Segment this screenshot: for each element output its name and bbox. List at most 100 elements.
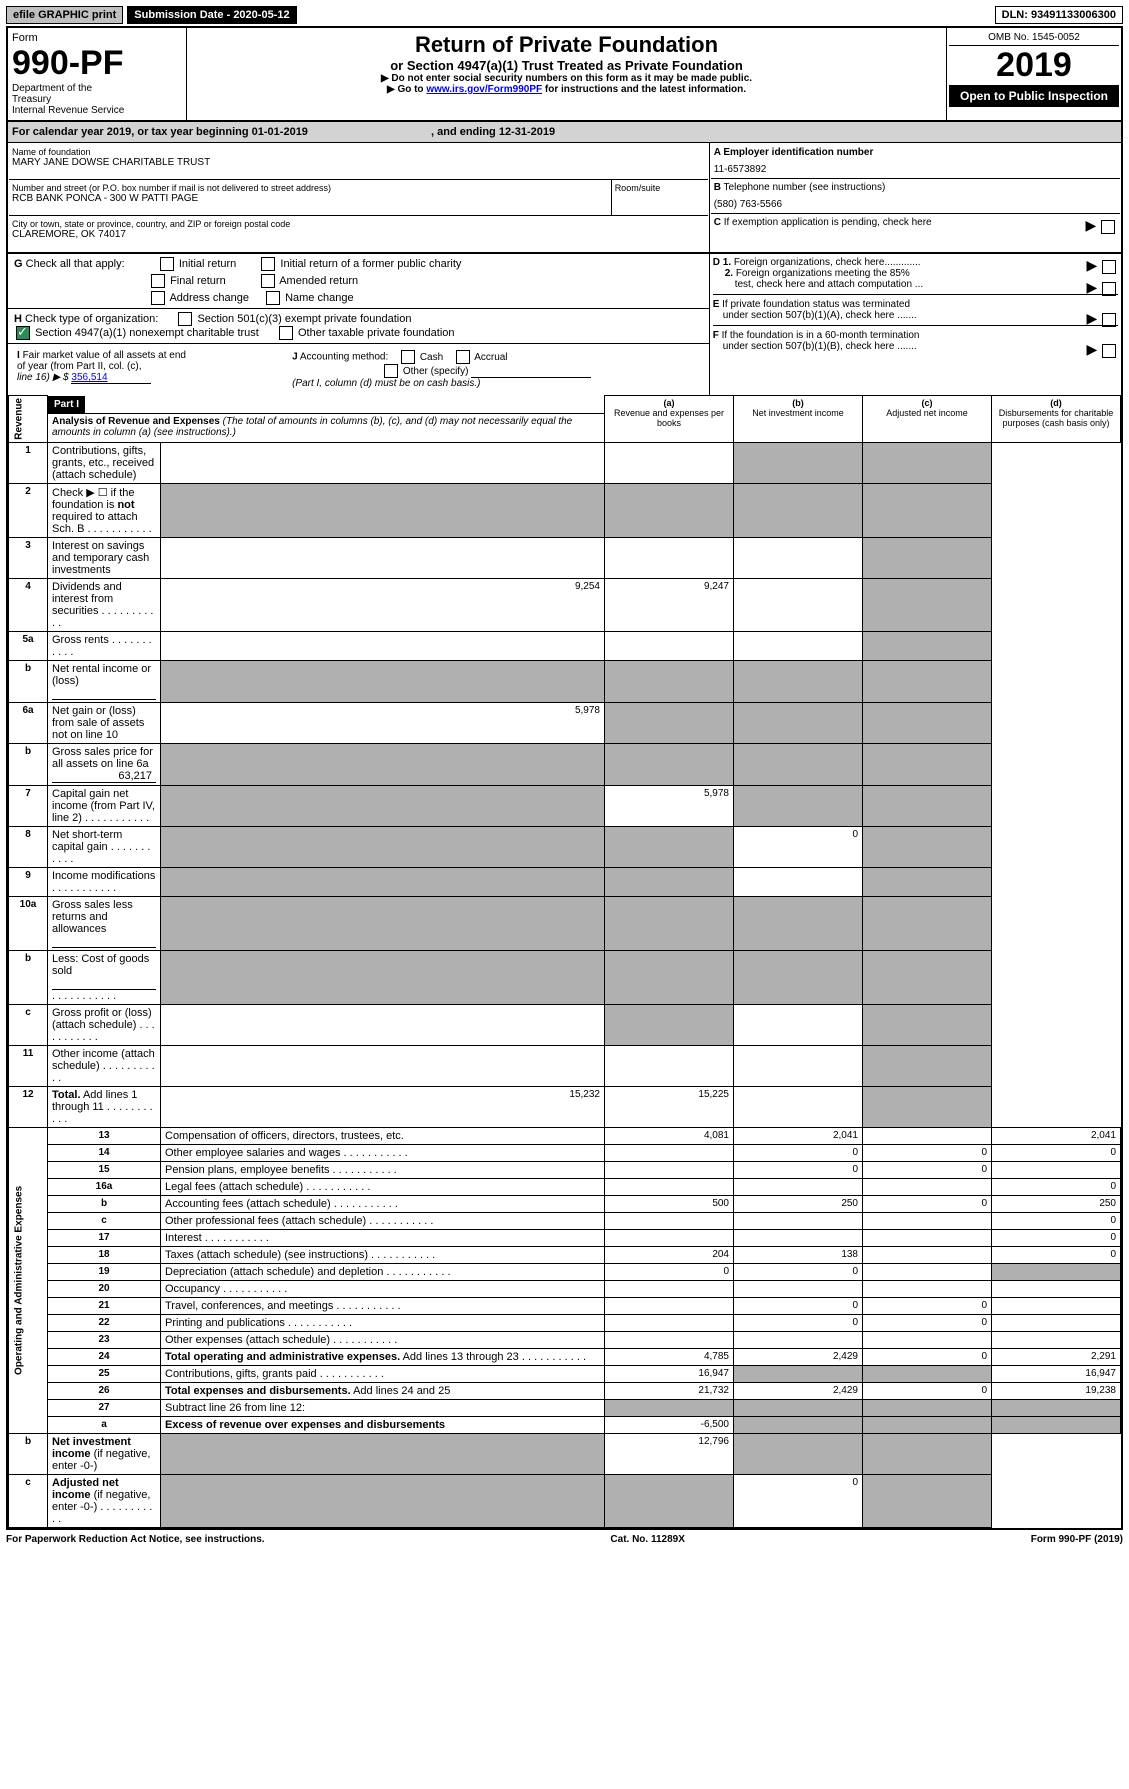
line-desc: Interest bbox=[161, 1229, 605, 1246]
col-d-value bbox=[863, 1433, 992, 1474]
col-c-value bbox=[734, 631, 863, 660]
g-row: G Check all that apply: Initial return I… bbox=[14, 257, 703, 271]
line-desc: Depreciation (attach schedule) and deple… bbox=[161, 1263, 605, 1280]
col-b-value bbox=[605, 702, 734, 743]
col-a-value bbox=[161, 785, 605, 826]
col-a-value: 15,232 bbox=[161, 1086, 605, 1127]
col-b-value: 9,247 bbox=[605, 578, 734, 631]
col-b-value bbox=[605, 896, 734, 950]
col-a-value: 5,978 bbox=[161, 702, 605, 743]
efile-print-button[interactable]: efile GRAPHIC print bbox=[6, 6, 123, 24]
line-desc: Other professional fees (attach schedule… bbox=[161, 1212, 605, 1229]
e-checkbox[interactable] bbox=[1102, 313, 1116, 327]
col-b-value bbox=[734, 1331, 863, 1348]
g-amended-checkbox[interactable] bbox=[261, 274, 275, 288]
col-b-value bbox=[605, 1004, 734, 1045]
f-checkbox[interactable] bbox=[1102, 344, 1116, 358]
d2-checkbox[interactable] bbox=[1102, 282, 1116, 296]
col-a-value bbox=[161, 631, 605, 660]
col-d-value bbox=[863, 578, 992, 631]
col-a-value bbox=[161, 660, 605, 702]
h-501c3-checkbox[interactable] bbox=[178, 312, 192, 326]
oae-side-label: Operating and Administrative Expenses bbox=[9, 1127, 48, 1433]
g-initial-checkbox[interactable] bbox=[160, 257, 174, 271]
col-b-value bbox=[605, 1045, 734, 1086]
line-number: 26 bbox=[48, 1382, 161, 1399]
line-desc: Excess of revenue over expenses and disb… bbox=[161, 1416, 605, 1433]
irs-link[interactable]: www.irs.gov/Form990PF bbox=[426, 84, 542, 95]
col-a-value: 4,081 bbox=[605, 1127, 734, 1144]
city-label: City or town, state or province, country… bbox=[12, 219, 705, 229]
part1-label: Part I bbox=[48, 396, 85, 413]
col-a-value bbox=[161, 1474, 605, 1527]
j-accrual-checkbox[interactable] bbox=[456, 350, 470, 364]
line-desc: Gross sales price for all assets on line… bbox=[48, 743, 161, 785]
cal-end: 12-31-2019 bbox=[499, 126, 555, 138]
col-d-value bbox=[863, 1474, 992, 1527]
col-c-value bbox=[734, 950, 863, 1004]
warn2-post: for instructions and the latest informat… bbox=[542, 84, 746, 95]
g-name-checkbox[interactable] bbox=[266, 291, 280, 305]
line-desc: Net investment income (if negative, ente… bbox=[48, 1433, 161, 1474]
col-a-value bbox=[161, 867, 605, 896]
col-d-value bbox=[992, 1297, 1121, 1314]
col-a-value bbox=[161, 896, 605, 950]
col-d-value: 16,947 bbox=[992, 1365, 1121, 1382]
i-label: I bbox=[17, 350, 20, 361]
dept-label-3: Internal Revenue Service bbox=[12, 105, 182, 116]
col-d-value: 250 bbox=[992, 1195, 1121, 1212]
ein-label: A Employer identification number bbox=[714, 147, 1117, 158]
table-row: bAccounting fees (attach schedule)500250… bbox=[9, 1195, 1121, 1212]
col-a-value bbox=[605, 1314, 734, 1331]
c-checkbox[interactable] bbox=[1101, 220, 1115, 234]
col-d-value bbox=[863, 631, 992, 660]
line-desc: Interest on savings and temporary cash i… bbox=[48, 537, 161, 578]
line-number: 20 bbox=[48, 1280, 161, 1297]
h-text: Check type of organization: bbox=[25, 313, 158, 325]
g-final-checkbox[interactable] bbox=[151, 274, 165, 288]
table-row: 10aGross sales less returns and allowanc… bbox=[9, 896, 1121, 950]
d1-checkbox[interactable] bbox=[1102, 260, 1116, 274]
col-a-value bbox=[605, 1280, 734, 1297]
table-row: 19Depreciation (attach schedule) and dep… bbox=[9, 1263, 1121, 1280]
col-b-value: 250 bbox=[734, 1195, 863, 1212]
h-other-checkbox[interactable] bbox=[279, 326, 293, 340]
col-b-value bbox=[734, 1280, 863, 1297]
d1-label: D 1. bbox=[713, 257, 731, 268]
line-number: 5a bbox=[9, 631, 48, 660]
col-a-value bbox=[605, 1144, 734, 1161]
j-cash-checkbox[interactable] bbox=[401, 350, 415, 364]
col-d-value: 2,041 bbox=[992, 1127, 1121, 1144]
line-desc: Net gain or (loss) from sale of assets n… bbox=[48, 702, 161, 743]
col-c-value bbox=[863, 1229, 992, 1246]
line-number: b bbox=[9, 950, 48, 1004]
col-c-value bbox=[734, 483, 863, 537]
line-number: 22 bbox=[48, 1314, 161, 1331]
g-initial-former-checkbox[interactable] bbox=[261, 257, 275, 271]
title-cell: Return of Private Foundation or Section … bbox=[187, 27, 947, 121]
col-b-value bbox=[605, 660, 734, 702]
h-opt2: Section 4947(a)(1) nonexempt charitable … bbox=[35, 327, 259, 339]
col-c-value bbox=[863, 1263, 992, 1280]
col-d-value: 0 bbox=[992, 1212, 1121, 1229]
g-address-checkbox[interactable] bbox=[151, 291, 165, 305]
col-b-value bbox=[734, 1229, 863, 1246]
table-row: 7Capital gain net income (from Part IV, … bbox=[9, 785, 1121, 826]
col-a-label: (a) bbox=[664, 398, 675, 408]
col-d-value bbox=[863, 442, 992, 483]
c-label: C bbox=[714, 217, 721, 228]
line-desc: Less: Cost of goods sold bbox=[48, 950, 161, 1004]
col-a-value: 9,254 bbox=[161, 578, 605, 631]
col-a-value bbox=[161, 483, 605, 537]
form-number-cell: Form 990-PF Department of the Treasury I… bbox=[7, 27, 187, 121]
b-label: B bbox=[714, 182, 721, 193]
j-other-checkbox[interactable] bbox=[384, 364, 398, 378]
h-4947-checkbox[interactable] bbox=[16, 326, 30, 340]
col-a-text: Revenue and expenses per books bbox=[614, 408, 724, 428]
fmv-value: 356,514 bbox=[71, 372, 151, 384]
line-number: c bbox=[48, 1212, 161, 1229]
col-b-value bbox=[605, 537, 734, 578]
cal-begin: 01-01-2019 bbox=[252, 126, 308, 138]
col-c-value bbox=[734, 896, 863, 950]
cal-pre: For calendar year 2019, or tax year begi… bbox=[12, 126, 252, 138]
